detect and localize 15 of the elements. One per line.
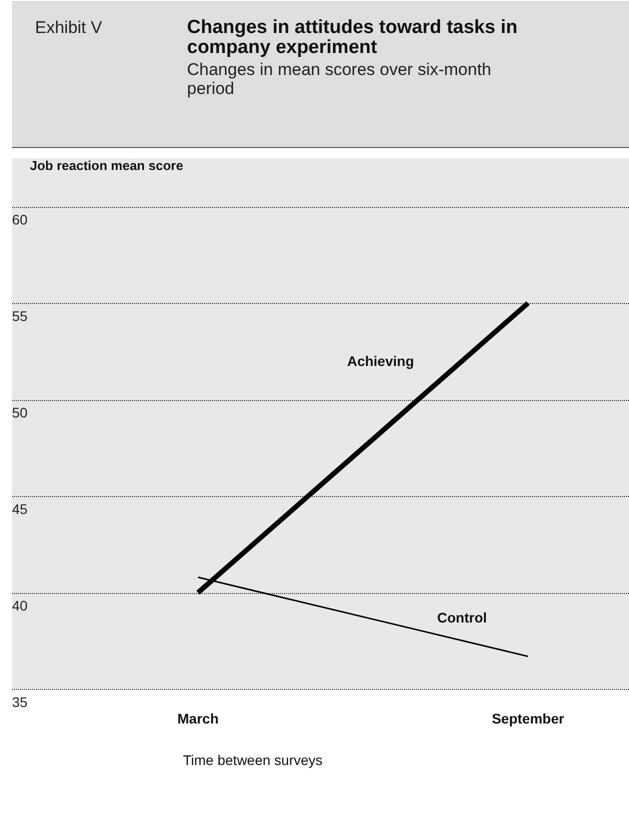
y-tick-label: 60 bbox=[12, 212, 28, 228]
x-axis-title: Time between surveys bbox=[183, 752, 323, 768]
text: Exhibit V bbox=[35, 18, 102, 38]
series-label: Control bbox=[437, 609, 487, 626]
chart-title: Changes in attitudes toward tasks in company experiment bbox=[187, 17, 518, 58]
x-tick-label: March bbox=[177, 710, 219, 726]
y-tick-label: 40 bbox=[12, 598, 28, 614]
series-label: Achieving bbox=[347, 352, 414, 369]
y-tick-label: 35 bbox=[12, 694, 28, 710]
y-tick-label: 55 bbox=[12, 308, 28, 324]
y-tick-label: 45 bbox=[12, 501, 28, 518]
x-tick-label: September bbox=[492, 710, 565, 726]
y-tick-label: 50 bbox=[12, 404, 28, 421]
chart-subtitle: Changes in mean scores over six-month period bbox=[187, 60, 492, 98]
y-axis-title: Job reaction mean score bbox=[30, 158, 184, 173]
